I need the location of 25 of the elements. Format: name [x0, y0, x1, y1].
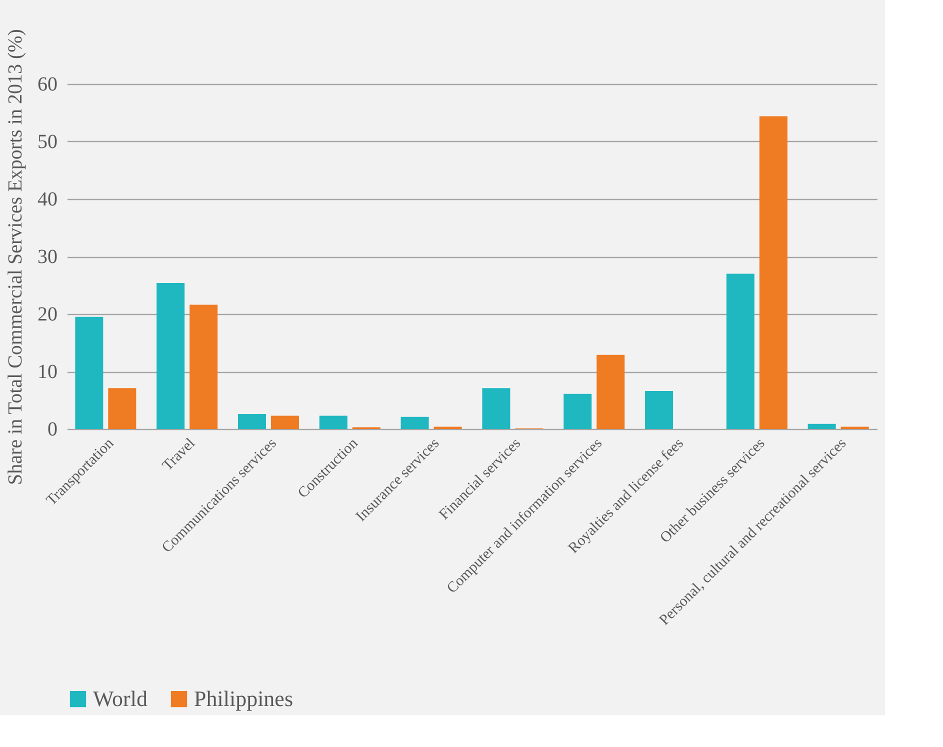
legend-label: Philippines — [194, 686, 294, 711]
bar — [75, 316, 104, 429]
y-tick-label: 20 — [38, 304, 58, 326]
y-tick-label: 10 — [38, 361, 58, 383]
y-tick-label: 40 — [38, 188, 58, 210]
y-tick-label: 30 — [38, 246, 58, 268]
bar — [482, 388, 510, 429]
bar — [108, 388, 136, 429]
bar — [596, 354, 625, 429]
y-axis-title: Share in Total Commercial Services Exports in 2013 (%) — [4, 29, 26, 485]
legend-label: World — [93, 686, 148, 711]
bar — [190, 304, 218, 429]
y-tick-label: 60 — [38, 74, 58, 96]
bar — [400, 416, 429, 429]
y-tick-label: 0 — [48, 418, 58, 440]
bar — [645, 391, 674, 429]
bar — [564, 394, 592, 429]
bar — [270, 416, 299, 429]
bar — [759, 116, 788, 429]
bar — [726, 274, 754, 429]
bar — [156, 282, 185, 429]
bar — [319, 416, 348, 429]
bar — [808, 424, 836, 429]
y-tick-label: 50 — [38, 131, 58, 153]
bar — [238, 414, 266, 429]
